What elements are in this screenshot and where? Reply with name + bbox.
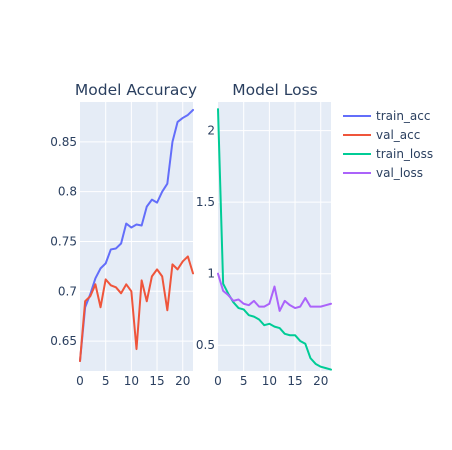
loss-y-tick-label: 1 [207,267,215,281]
legend-item-val-loss[interactable]: val_loss [343,166,423,180]
accuracy-y-grid [80,141,193,342]
legend-item-train-acc[interactable]: train_acc [343,109,430,123]
accuracy-x-tick-label: 15 [149,374,164,388]
loss-x-tick-label: 10 [262,374,277,388]
loss-y-grid [218,130,331,346]
legend-item-val-acc[interactable]: val_acc [343,128,420,142]
legend-label-train-acc: train_acc [376,109,430,123]
accuracy-subplot: Model Accuracy 0 5 10 15 20 0.650.70.750.80.… [50,81,197,388]
accuracy-x-tick-label: 20 [175,374,190,388]
accuracy-y-tick-label: 0.65 [50,334,77,348]
accuracy-x-tick-label: 5 [102,374,110,388]
loss-y-tick-label: 1.5 [196,195,215,209]
accuracy-plot-background [80,102,193,371]
legend-label-val-acc: val_acc [376,128,420,142]
series-line-val-loss [217,272,332,312]
accuracy-title: Model Accuracy [75,81,197,99]
loss-series-lines [217,108,332,371]
accuracy-y-tick-label: 0.85 [50,135,77,149]
legend-label-val-loss: val_loss [376,166,423,180]
loss-subplot: Model Loss 0 5 10 15 20 0.5 1 1.5 2 [196,81,332,388]
loss-title: Model Loss [232,81,317,99]
loss-y-tick-labels: 0.5 1 1.5 2 [196,124,215,353]
accuracy-x-tick-labels: 0 5 10 15 20 [76,374,190,388]
loss-x-tick-label: 5 [240,374,248,388]
accuracy-y-tick-label: 0.7 [58,284,77,298]
legend-item-train-loss[interactable]: train_loss [343,147,433,161]
legend: train_acc val_acc train_loss val_loss [343,109,433,180]
legend-label-train-loss: train_loss [376,147,433,161]
loss-x-grid [243,102,322,371]
accuracy-series-lines [79,108,194,363]
accuracy-x-grid [105,102,184,371]
accuracy-y-tick-labels: 0.65 0.7 0.75 0.8 0.85 [50,135,77,348]
loss-y-tick-label: 2 [207,124,215,138]
accuracy-x-tick-label: 0 [76,374,84,388]
loss-x-tick-label: 20 [313,374,328,388]
loss-x-tick-labels: 0 5 10 15 20 [214,374,328,388]
accuracy-y-tick-label: 0.8 [58,185,77,199]
accuracy-x-tick-label: 10 [124,374,139,388]
loss-y-tick-label: 0.5 [196,338,215,352]
series-line-train-loss [217,108,332,371]
series-line-train-acc [79,108,194,363]
accuracy-y-tick-label: 0.75 [50,234,77,248]
series-line-val-acc [79,255,194,363]
loss-x-tick-label: 15 [287,374,302,388]
loss-x-tick-label: 0 [214,374,222,388]
loss-plot-background [218,102,331,371]
